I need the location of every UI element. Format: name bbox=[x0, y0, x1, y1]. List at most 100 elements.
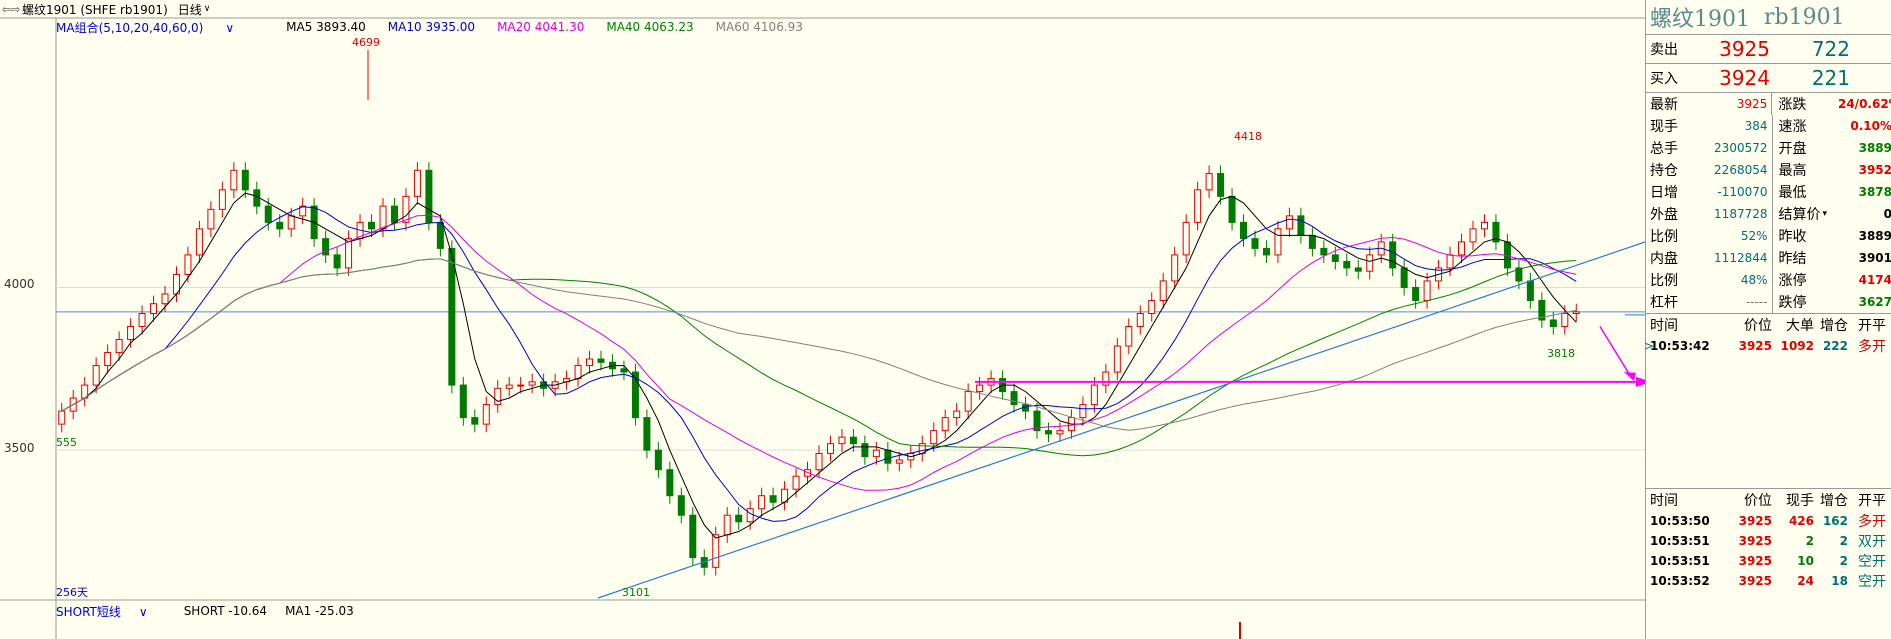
candle-body bbox=[769, 495, 777, 503]
candle-body bbox=[1366, 254, 1374, 272]
tick-inc: 2 bbox=[1839, 534, 1848, 548]
forecast-arrow-icon bbox=[1624, 372, 1636, 382]
stat-label: 开盘 bbox=[1773, 138, 1839, 158]
stat-row: 现手 384 速涨 0.10% bbox=[1646, 115, 1891, 137]
candle-body bbox=[1515, 267, 1523, 282]
dropdown-icon[interactable]: ▾ bbox=[1822, 209, 1828, 219]
row-marker: > bbox=[1644, 339, 1655, 353]
big-trades: 时间 价位 大单 增仓 开平 > 10:53:42 3925 1092 222 … bbox=[1644, 314, 1891, 489]
tick-kind: 空开 bbox=[1858, 554, 1886, 570]
candle-body bbox=[895, 459, 903, 464]
candle-body bbox=[1400, 267, 1408, 288]
tick-hand: 2 bbox=[1805, 534, 1814, 548]
tick-row[interactable]: 10:53:51 3925 10 2 空开 bbox=[1646, 551, 1891, 571]
order-book: 卖出 3925 722 买入 3924 221 bbox=[1646, 35, 1891, 93]
candle-body bbox=[299, 205, 307, 217]
candle-body bbox=[666, 469, 674, 497]
stats-table: 最新 3925 涨跌 24/0.62% 现手 384 速涨 0.10% 总手 2300572 开盘 3… bbox=[1646, 93, 1891, 314]
candle-body bbox=[1446, 254, 1454, 269]
tick-time: 10:53:51 bbox=[1650, 554, 1710, 568]
candle-body bbox=[92, 365, 100, 386]
ma10-line bbox=[61, 206, 1577, 522]
stat-value: 1112844 bbox=[1694, 247, 1773, 269]
stat-label: 最高 bbox=[1773, 160, 1839, 180]
stat-value: 4174 bbox=[1858, 273, 1891, 287]
candle-body bbox=[448, 247, 456, 386]
candle-body bbox=[58, 410, 66, 425]
ask-row[interactable]: 卖出 3925 722 bbox=[1646, 35, 1891, 63]
tick-hand: 24 bbox=[1797, 574, 1814, 588]
tick-row[interactable]: 10:53:50 3925 426 162 多开 bbox=[1646, 511, 1891, 531]
stat-value: 48% bbox=[1694, 269, 1773, 291]
big-trade-row[interactable]: > 10:53:42 3925 1092 222 多开 bbox=[1644, 336, 1891, 356]
ma20-value: MA20 4041.30 bbox=[497, 20, 585, 34]
candle-body bbox=[1526, 280, 1534, 301]
chevron-down-icon: ∨ bbox=[138, 604, 148, 619]
stat-row: 外盘 1187728 结算价 ▾ 0 bbox=[1646, 203, 1891, 225]
candle-body bbox=[689, 514, 697, 559]
stat-value: 384 bbox=[1694, 115, 1773, 137]
candle-body bbox=[849, 436, 857, 445]
candle-body bbox=[241, 169, 249, 191]
stat-value: 3925 bbox=[1694, 93, 1773, 115]
trade-big: 1092 bbox=[1780, 339, 1814, 353]
tick-row[interactable]: 10:53:52 3925 24 18 空开 bbox=[1646, 571, 1891, 591]
candle-body bbox=[1285, 215, 1293, 230]
candle-body bbox=[1136, 312, 1144, 328]
bid-row[interactable]: 买入 3924 221 bbox=[1646, 63, 1891, 92]
candle-body bbox=[115, 339, 123, 354]
candle-body bbox=[1331, 254, 1339, 262]
ma60-value: MA60 4106.93 bbox=[715, 20, 803, 34]
stat-label-text: 昨结 bbox=[1778, 251, 1807, 267]
candle-body bbox=[1308, 234, 1316, 249]
y-tick-3500: 3500 bbox=[4, 441, 35, 455]
tick-price: 3925 bbox=[1738, 574, 1772, 588]
col-time: 时间 bbox=[1650, 318, 1678, 334]
annotation-low-right: 3818 bbox=[1547, 347, 1575, 360]
candle-body bbox=[1480, 221, 1488, 230]
stat-label: 速涨 bbox=[1773, 116, 1839, 136]
period-label: 日线 bbox=[177, 2, 202, 17]
tick-inc: 2 bbox=[1839, 554, 1848, 568]
big-trades-header: 时间 价位 大单 增仓 开平 bbox=[1646, 314, 1891, 336]
trade-inc: 222 bbox=[1822, 339, 1848, 353]
annotation-high-mid: 4418 bbox=[1234, 130, 1262, 143]
annotation-start-low: 555 bbox=[56, 436, 77, 449]
sub-indicator-selector[interactable]: SHORT短线 ∨ bbox=[56, 603, 166, 620]
ma40-line bbox=[61, 258, 1577, 457]
stat-label: 外盘 bbox=[1650, 207, 1678, 223]
tick-row[interactable]: 10:53:51 3925 2 2 双开 bbox=[1646, 531, 1891, 551]
forecast-line[interactable] bbox=[1599, 326, 1633, 379]
candle-body bbox=[1274, 228, 1282, 256]
candle-body bbox=[1090, 384, 1098, 406]
tick-kind: 多开 bbox=[1858, 514, 1886, 530]
back-forward-icon[interactable]: ⇦⇨ bbox=[1, 2, 21, 16]
short-value: SHORT -10.64 bbox=[183, 604, 268, 618]
candle-body bbox=[1549, 319, 1557, 328]
stat-label-text: 最高 bbox=[1778, 163, 1807, 179]
tick-trades: 时间 价位 现手 增仓 开平 10:53:50 3925 426 162 多开 10:53… bbox=[1646, 489, 1891, 591]
candle-body bbox=[1113, 345, 1121, 373]
period-selector[interactable]: 日线 ∨ bbox=[178, 1, 211, 18]
candle-body bbox=[1056, 430, 1064, 435]
ma10-value: MA10 3935.00 bbox=[387, 20, 476, 34]
stat-value: 3952 bbox=[1858, 163, 1891, 177]
candle-body bbox=[815, 452, 823, 471]
stat-label: 最新 bbox=[1650, 97, 1678, 113]
tick-time: 10:53:50 bbox=[1650, 514, 1710, 528]
candle-body bbox=[1033, 410, 1041, 432]
candle-body bbox=[1320, 247, 1328, 256]
candle-body bbox=[471, 417, 479, 425]
stat-row: 杠杆 ----- 跌停 3627 bbox=[1646, 291, 1891, 313]
candle-body bbox=[884, 449, 892, 464]
ask-price: 3925 bbox=[1719, 37, 1770, 61]
stat-value: 0.10% bbox=[1850, 119, 1891, 133]
col-kind: 开平 bbox=[1858, 493, 1886, 509]
stat-label: 昨收 bbox=[1773, 226, 1839, 246]
trend-line[interactable] bbox=[597, 241, 1645, 599]
tick-hand: 426 bbox=[1788, 514, 1814, 528]
candle-body bbox=[964, 391, 972, 412]
candle-body bbox=[826, 443, 834, 454]
ma-set-selector[interactable]: MA组合(5,10,20,40,60,0) ∨ bbox=[56, 19, 256, 36]
main-chart[interactable] bbox=[0, 0, 1645, 639]
